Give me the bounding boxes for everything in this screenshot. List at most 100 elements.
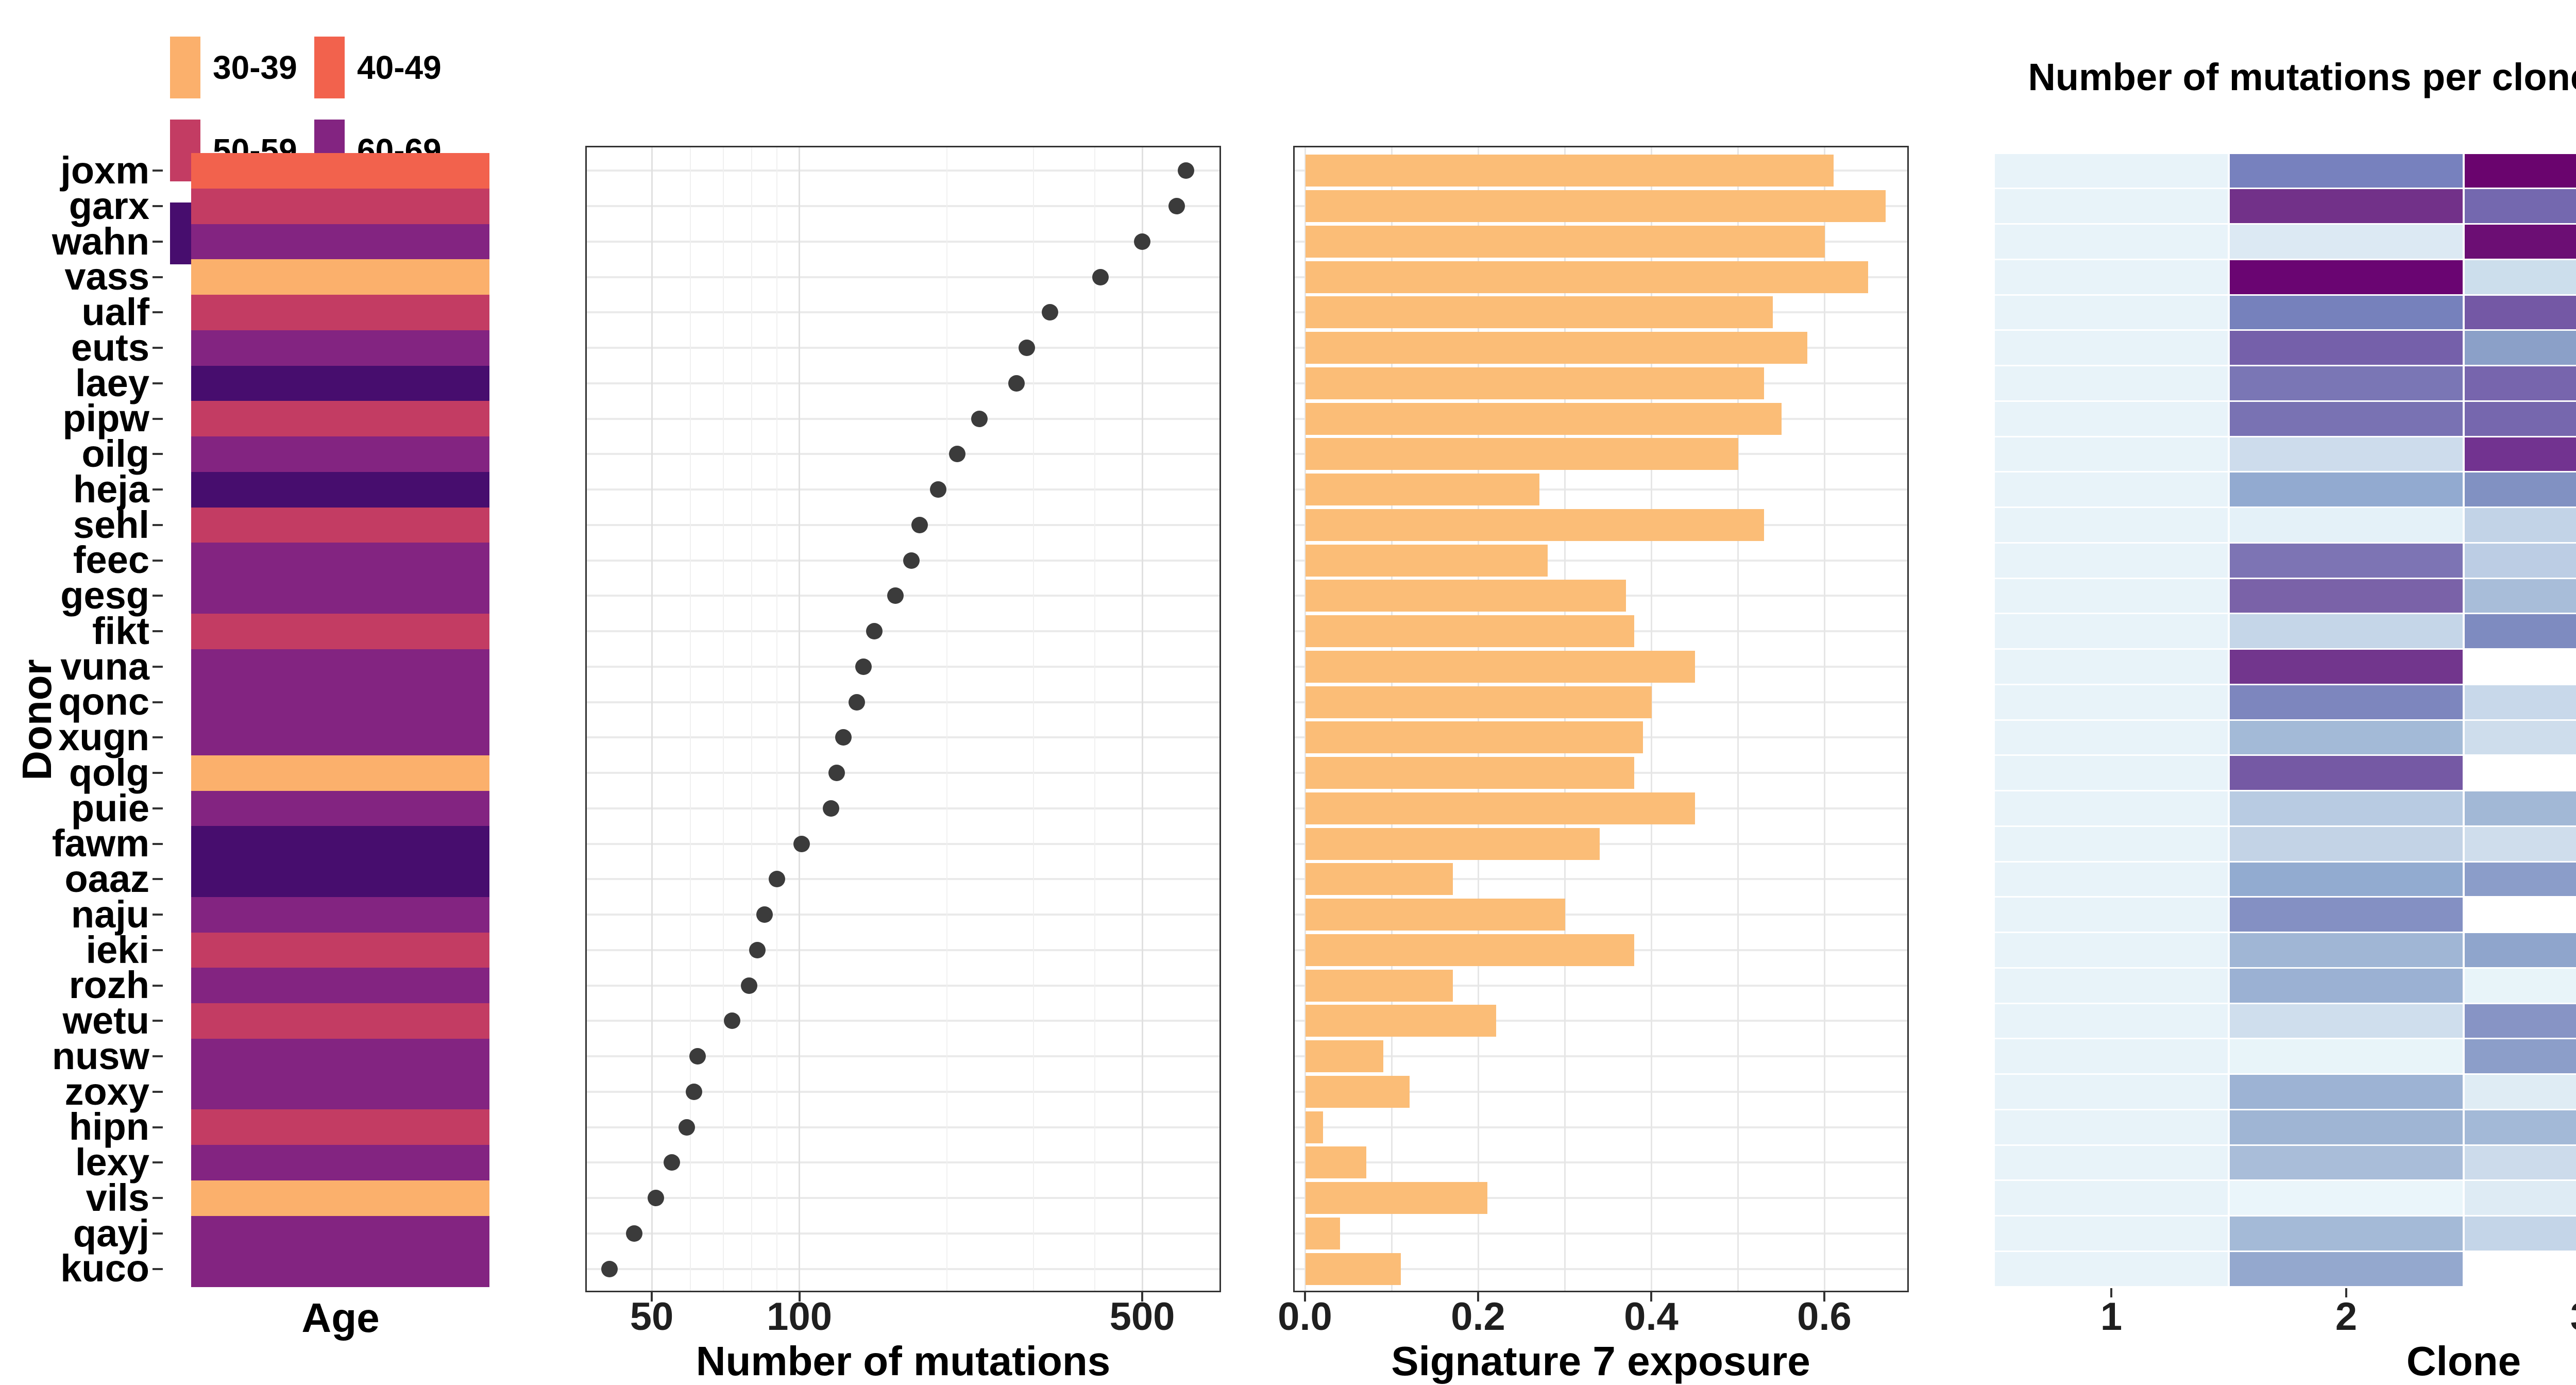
age-cell [191,826,489,862]
row-gridline [587,701,1219,703]
row-gridline [1295,559,1907,562]
exposure-bar [1306,261,1868,293]
exposure-bar [1306,367,1765,399]
clone-legend-title: Number of mutations per clone [2028,56,2576,98]
donor-tick [152,1161,163,1164]
row-gridline [1295,878,1907,881]
clone-cell [2230,543,2463,578]
clone-cell [2230,579,2463,613]
row-gridline [587,417,1219,420]
donor-tick [152,1268,163,1270]
clone-cell [1995,331,2228,365]
clone-cell [1995,579,2228,613]
x-tick-label: 3 [2504,1294,2576,1339]
donor-label: euts [71,326,149,369]
row-gridline [1295,914,1907,916]
donor-tick [152,523,163,526]
minor-gridline [1032,147,1034,1291]
row-gridline [587,1161,1219,1164]
mutation-dot [1168,198,1185,215]
clone-cell [1995,614,2228,648]
mutation-dot [822,800,839,817]
exposure-bar [1306,1075,1410,1108]
clone-cell [2230,260,2463,294]
donor-tick [152,276,163,278]
donor-tick [152,453,163,455]
donor-label: naju [71,892,149,936]
donor-tick [152,559,163,562]
x-tick-mark [2345,1288,2347,1297]
donor-label: garx [69,184,149,227]
clone-cell [1995,1217,2228,1251]
donor-tick [152,949,163,951]
x-tick-mark [1141,1292,1143,1302]
mutation-dot [1092,268,1109,285]
clone-cell [2230,791,2463,825]
donor-label: sehl [73,503,149,546]
donor-label: joxm [60,149,149,192]
exposure-bar [1306,1217,1341,1249]
age-cell [191,613,489,650]
clone-cell [2230,1145,2463,1180]
row-gridline [587,807,1219,809]
clone-cell [2230,225,2463,259]
clone-cell [2230,898,2463,932]
x-tick-mark [1823,1292,1825,1302]
clone-cell [2230,933,2463,967]
x-tick-mark [1477,1292,1479,1302]
age-cell [191,436,489,472]
x-tick-mark [1650,1292,1652,1302]
age-cell [191,862,489,898]
v-gridline [1564,147,1566,1291]
clone-cell [2465,685,2576,719]
exposure-bar [1306,1146,1366,1179]
clone-cell [1995,826,2228,861]
clone-cell [2465,189,2576,223]
clone-cell [2230,331,2463,365]
donor-label: gesg [60,574,149,617]
row-gridline [587,1090,1219,1093]
donor-label: fawm [52,822,149,865]
clone-cell [1995,543,2228,578]
donor-label: oilg [81,432,149,475]
clone-cell [2465,225,2576,259]
mutation-dot [930,481,947,498]
donor-tick [152,630,163,633]
clone-cell [1995,189,2228,223]
row-gridline [1295,1197,1907,1200]
row-gridline [587,630,1219,633]
donor-label: wetu [62,999,149,1042]
v-gridline [1737,147,1739,1291]
row-gridline [1295,1126,1907,1128]
clone-cell [2465,331,2576,365]
age-cell [191,1003,489,1039]
clone-cell [2465,154,2576,188]
mutation-dot [911,516,928,533]
clone-cell [2230,826,2463,861]
donor-tick [152,878,163,881]
mutation-dot [1008,375,1025,392]
age-cell [191,259,489,295]
row-gridline [587,1055,1219,1058]
age-legend-label: 40-49 [357,49,442,86]
clone-cell [1995,366,2228,400]
donor-tick [152,170,163,172]
clone-cell [2465,472,2576,506]
mutation-dot [971,410,988,427]
donor-tick [152,347,163,349]
clone-cell [2465,1145,2576,1180]
clone-cell [2465,1004,2576,1038]
age-cell [191,1145,489,1181]
row-gridline [1295,1268,1907,1270]
clone-cell [2465,862,2576,897]
row-gridline [587,170,1219,172]
age-cell [191,1074,489,1110]
clone-cell [1995,862,2228,897]
age-axis-title: Age [301,1295,380,1341]
mutation-dot [648,1190,665,1207]
mutation-dot [601,1260,618,1277]
exposure-bar [1306,721,1643,754]
row-gridline [1295,1090,1907,1093]
clone-cell [2465,295,2576,330]
age-cell [191,1038,489,1075]
